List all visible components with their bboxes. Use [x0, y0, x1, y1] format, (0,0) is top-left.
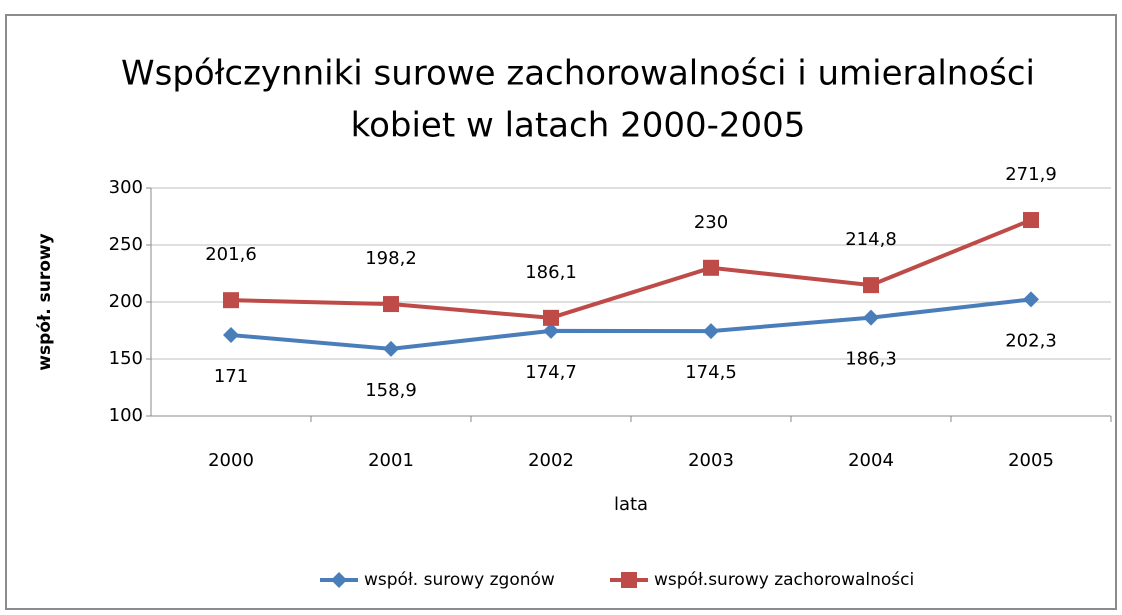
legend-label: współ.surowy zachorowalności	[654, 570, 914, 590]
legend-label: współ. surowy zgonów	[364, 570, 555, 590]
data-point	[863, 309, 879, 326]
data-point	[1023, 291, 1039, 308]
y-tick-label: 200	[109, 291, 143, 312]
data-label: 202,3	[1005, 330, 1057, 351]
x-tick-label: 2002	[528, 450, 574, 471]
series-line	[230, 297, 1032, 351]
data-label: 171	[214, 366, 248, 387]
data-label: 230	[694, 212, 728, 233]
x-tick-label: 2000	[208, 450, 254, 471]
x-tick-label: 2001	[368, 450, 414, 471]
data-point	[703, 323, 719, 340]
chart-title: Współczynniki surowe zachorowalności i u…	[121, 54, 1035, 94]
data-label: 186,3	[845, 349, 897, 370]
x-tick-label: 2003	[688, 450, 734, 471]
data-label: 158,9	[365, 380, 417, 401]
data-label: 198,2	[365, 248, 417, 269]
y-axis-label: współ. surowy	[35, 233, 55, 370]
y-tick-label: 150	[109, 348, 143, 369]
data-label: 271,9	[1005, 164, 1057, 185]
y-tick-label: 300	[109, 177, 143, 198]
data-point	[223, 292, 239, 309]
data-label: 201,6	[205, 244, 257, 265]
data-point	[1023, 212, 1039, 229]
data-point	[383, 296, 399, 313]
data-label: 186,1	[525, 262, 577, 283]
data-label: 214,8	[845, 229, 897, 250]
data-point	[543, 309, 559, 326]
data-label: 174,7	[525, 362, 577, 383]
y-tick-label: 250	[109, 234, 143, 255]
data-point	[863, 277, 879, 294]
x-axis-label: lata	[614, 494, 648, 515]
data-point	[223, 327, 239, 344]
x-tick-label: 2004	[848, 450, 894, 471]
legend-marker	[621, 572, 637, 588]
data-point	[383, 340, 399, 357]
data-label: 174,5	[685, 362, 737, 383]
data-point	[703, 259, 719, 276]
legend-marker	[331, 572, 347, 588]
chart-title: kobiet w latach 2000-2005	[351, 106, 806, 146]
series-line	[230, 218, 1032, 320]
data-point	[543, 322, 559, 339]
x-tick-label: 2005	[1008, 450, 1054, 471]
y-tick-label: 100	[109, 405, 143, 426]
chart-frame	[5, 14, 1117, 610]
